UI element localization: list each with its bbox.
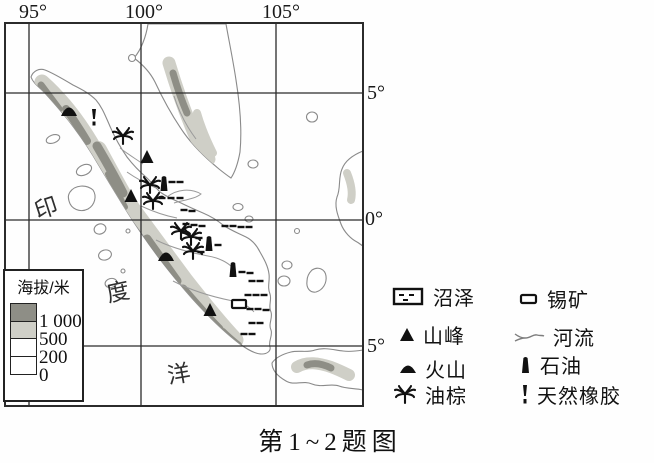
petroleum-icon — [522, 357, 529, 373]
swamp-dash — [252, 293, 260, 297]
swamp-dash — [229, 224, 237, 228]
legend-item-river: 河流 — [512, 322, 595, 351]
swamp-dash — [262, 308, 270, 312]
elevation-swatch-200 — [10, 338, 37, 357]
volcano-icon — [400, 365, 416, 373]
swamp-dash — [246, 271, 254, 275]
map-frame — [4, 22, 364, 407]
graticule — [4, 22, 364, 407]
legend-item-volcano: 火山 — [398, 354, 467, 383]
swamp-dash — [167, 196, 175, 200]
swamp-dash — [238, 270, 246, 274]
latitude-label-5n: 5° — [367, 82, 385, 104]
swamp-dash — [256, 279, 264, 283]
swamp-dash — [254, 307, 262, 311]
elevation-legend: 海拔/米 1 000 500 200 0 — [3, 269, 84, 402]
legend-label: 沼泽 — [433, 288, 475, 310]
legend-item-palm: 油棕 — [392, 380, 467, 409]
borneo-relief-shading — [343, 169, 356, 204]
swamp-dash — [240, 332, 248, 336]
legend-label: 天然橡胶 — [537, 386, 621, 408]
longitude-label-105: 105° — [262, 1, 300, 23]
swamp-dash — [237, 225, 245, 229]
swamp-dash — [244, 293, 252, 297]
legend-item-rubber: 天然橡胶 — [520, 380, 621, 409]
legend-item-oil: 石油 — [518, 350, 582, 379]
map-symbols-layer — [61, 107, 270, 336]
swamp-dash — [188, 209, 196, 213]
swamp-dash — [221, 224, 229, 228]
legend-item-tin: 锡矿 — [518, 284, 589, 313]
symbol-legend: 沼泽 锡矿 山峰 河流 火山 — [390, 276, 654, 408]
swamp-dash — [168, 180, 176, 184]
elevation-swatch-0 — [10, 355, 37, 375]
latitude-label-0: 0° — [365, 208, 383, 230]
elevation-value-1000: 1 000 — [39, 311, 82, 332]
swamp-dash — [195, 236, 203, 240]
swamp-dash — [198, 224, 206, 228]
peak-symbol — [140, 150, 154, 163]
swamp-dash — [256, 321, 264, 325]
swamp-dash — [260, 293, 268, 297]
longitude-label-95: 95° — [19, 1, 47, 23]
coastlines — [30, 23, 364, 391]
swamp-dash — [248, 321, 256, 325]
swamp-dash — [176, 196, 184, 200]
swamp-dash — [248, 332, 256, 336]
figure-caption: 第1~2题图 — [258, 429, 402, 456]
mountain-peak-icon — [400, 328, 414, 341]
swamp-dash — [246, 307, 254, 311]
swamp-dash — [245, 225, 253, 229]
legend-item-swamp: 沼泽 — [392, 282, 475, 311]
elevation-value-500: 500 — [39, 329, 68, 350]
swamp-dash — [190, 223, 198, 227]
legend-item-peak: 山峰 — [398, 320, 465, 349]
river-icon — [514, 332, 545, 342]
longitude-label-100: 100° — [125, 1, 163, 23]
swamp-dash — [197, 250, 205, 254]
oil-palm-icon — [393, 384, 417, 405]
oil-symbol — [160, 176, 168, 191]
legend-label: 锡矿 — [547, 290, 589, 312]
elevation-value-200: 200 — [39, 347, 68, 368]
swamp-dash — [180, 208, 188, 212]
elevation-value-0: 0 — [39, 365, 49, 386]
rubber-icon — [523, 384, 527, 403]
java-relief-shading — [291, 357, 355, 381]
legend-label: 火山 — [425, 360, 467, 382]
legend-label: 石油 — [540, 356, 582, 378]
swamp-dash — [182, 222, 190, 226]
swamp-dash — [158, 196, 166, 200]
tin-symbol — [230, 298, 248, 310]
swamp-dash — [248, 279, 256, 283]
swamp-dash — [214, 243, 222, 247]
legend-label: 山峰 — [423, 326, 465, 348]
legend-label: 油棕 — [425, 386, 467, 408]
swamp-icon — [392, 287, 424, 305]
latitude-label-5s: 5° — [367, 335, 385, 357]
tin-mine-icon — [519, 293, 538, 304]
legend-label: 河流 — [553, 328, 595, 350]
elevation-legend-title: 海拔/米 — [17, 280, 70, 297]
elevation-swatch-1000 — [10, 303, 37, 322]
elevation-swatch-500 — [10, 320, 37, 340]
swamp-dash — [176, 180, 184, 184]
